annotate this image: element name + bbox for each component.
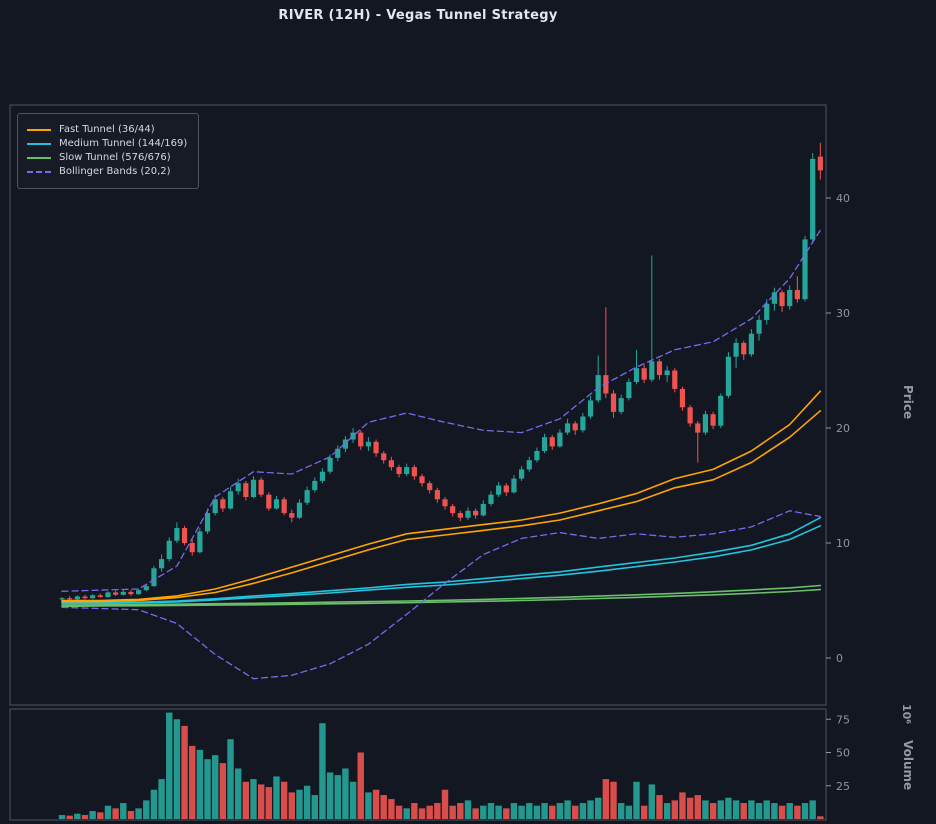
chart-title: RIVER (12H) - Vegas Tunnel Strategy [278, 8, 558, 23]
svg-text:75: 75 [836, 713, 850, 726]
legend-swatch [27, 128, 51, 131]
legend-label: Medium Tunnel (144/169) [59, 138, 188, 149]
legend-item: Fast Tunnel (36/44) [27, 124, 187, 135]
svg-text:50: 50 [836, 747, 850, 760]
price-axis-title: Price [901, 385, 915, 420]
svg-text:10: 10 [836, 537, 850, 550]
svg-text:40: 40 [836, 192, 850, 205]
volume-axis-title: Volume [901, 740, 915, 791]
legend-swatch [27, 170, 51, 173]
svg-text:30: 30 [836, 307, 850, 320]
svg-text:0: 0 [836, 652, 843, 665]
legend-label: Bollinger Bands (20,2) [59, 166, 171, 177]
legend: Fast Tunnel (36/44) Medium Tunnel (144/1… [17, 113, 200, 189]
legend-item: Bollinger Bands (20,2) [27, 166, 187, 177]
svg-text:25: 25 [836, 780, 850, 793]
volume-axis-scale: 10⁶ [900, 704, 913, 725]
legend-label: Fast Tunnel (36/44) [59, 124, 155, 135]
svg-text:20: 20 [836, 422, 850, 435]
legend-item: Medium Tunnel (144/169) [27, 138, 187, 149]
legend-swatch [27, 142, 51, 145]
legend-swatch [27, 156, 51, 159]
legend-label: Slow Tunnel (576/676) [59, 152, 171, 163]
legend-item: Slow Tunnel (576/676) [27, 152, 187, 163]
